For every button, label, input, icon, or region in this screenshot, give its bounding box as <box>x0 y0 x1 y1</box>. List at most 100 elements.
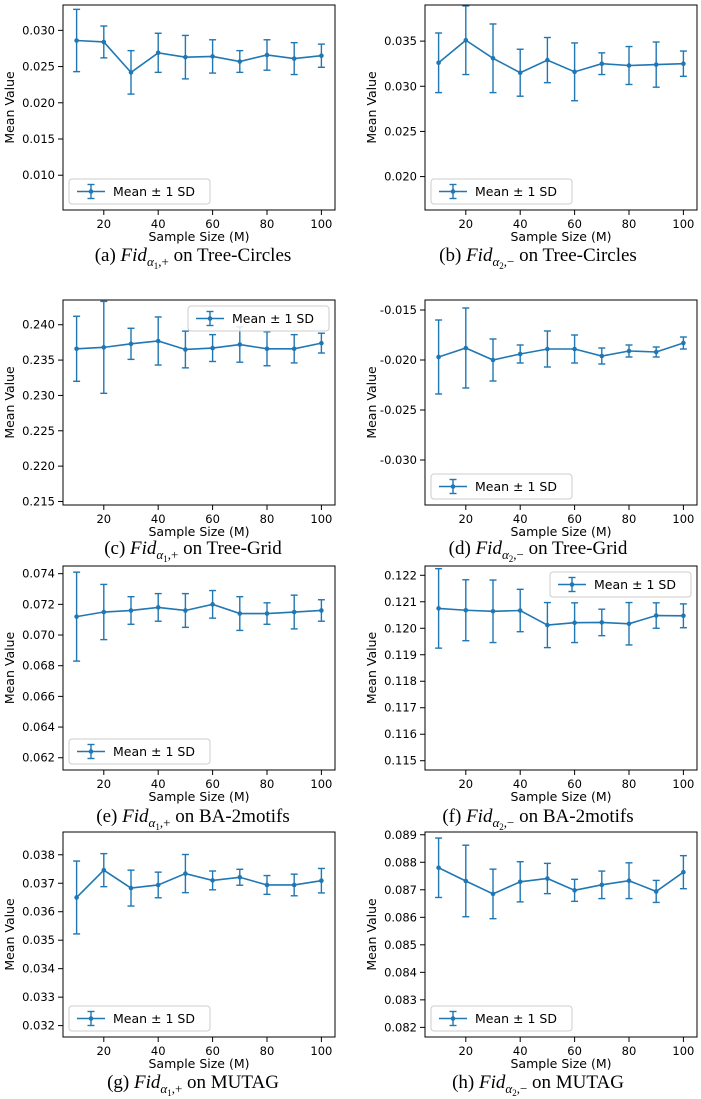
mean-line <box>76 603 322 618</box>
legend-box <box>68 1005 211 1032</box>
caption-fid: Fid <box>465 245 493 266</box>
mean-marker <box>545 876 550 881</box>
caption-subscript-index: 2 <box>512 1088 517 1098</box>
mean-marker <box>599 882 605 888</box>
caption-tag: (d) <box>449 538 476 559</box>
mean-marker <box>101 39 107 45</box>
mean-marker <box>572 69 577 75</box>
y-axis-label: Mean Value <box>364 71 379 144</box>
mean-marker <box>183 347 188 352</box>
y-tick-label: 0.082 <box>384 1020 417 1034</box>
mean-marker <box>74 895 79 900</box>
mean-marker <box>264 346 270 352</box>
caption-subscript-alpha: α <box>502 547 510 562</box>
mean-marker <box>517 70 523 76</box>
x-tick-label: 100 <box>310 777 332 791</box>
caption-fid: Fid <box>129 538 157 559</box>
caption-subscript-sign: ,+ <box>158 254 169 269</box>
y-tick-label: 0.088 <box>384 855 417 869</box>
mean-marker <box>210 878 215 883</box>
mean-marker <box>653 889 659 894</box>
legend-swatch-marker <box>88 749 94 754</box>
mean-marker <box>463 37 469 43</box>
x-tick-label: 40 <box>151 512 166 526</box>
y-tick-label: 0.030 <box>22 23 55 37</box>
caption-fid: Fid <box>478 1072 506 1093</box>
caption-subscript-index: 1 <box>155 822 160 832</box>
chart-panel: -0.030 -0.025 -0.020 -0.015 20 40 60 80 100 Sampl… <box>364 299 698 564</box>
y-tick-label: 0.032 <box>22 1019 55 1033</box>
caption-subscript-index: 2 <box>499 822 504 832</box>
mean-marker <box>74 38 79 43</box>
y-tick-label: 0.036 <box>22 905 55 919</box>
y-tick-label: 0.120 <box>384 621 417 635</box>
caption-tag: (e) <box>96 806 122 827</box>
mean-marker <box>210 602 215 607</box>
mean-marker <box>237 611 243 616</box>
mean-marker <box>626 63 632 68</box>
mean-marker <box>572 888 577 893</box>
x-tick-label: 80 <box>260 1044 275 1058</box>
x-tick-label: 100 <box>672 1044 694 1058</box>
caption-dataset: on Tree-Circles <box>169 245 291 266</box>
mean-marker <box>681 613 686 619</box>
mean-marker <box>463 607 469 613</box>
legend: Mean ± 1 SD <box>430 473 573 500</box>
x-tick-label: 100 <box>672 512 694 526</box>
caption-fid: Fid <box>121 806 149 827</box>
legend-label: Mean ± 1 SD <box>113 744 195 759</box>
legend-swatch-marker <box>450 484 456 489</box>
y-tick-label: 0.033 <box>22 990 55 1004</box>
caption-subscript-alpha: α <box>492 254 500 269</box>
caption-subscript-index: 2 <box>499 261 504 271</box>
x-tick-label: 80 <box>622 1044 637 1058</box>
legend-box <box>187 305 330 332</box>
panel-caption: (b) Fidα2,− on Tree-Circles <box>439 245 637 271</box>
x-tick-label: 60 <box>205 777 220 791</box>
mean-marker <box>436 60 441 66</box>
y-tick-label: 0.030 <box>384 79 417 93</box>
y-tick-label: 0.020 <box>384 170 417 184</box>
legend: Mean ± 1 SD <box>187 305 330 332</box>
mean-marker <box>599 620 605 625</box>
caption-subscript-index: 2 <box>509 554 514 564</box>
y-tick-label: -0.015 <box>380 303 417 317</box>
mean-marker <box>210 54 215 59</box>
mean-marker <box>681 869 686 875</box>
legend: Mean ± 1 SD <box>68 178 211 205</box>
y-tick-label: -0.030 <box>380 453 417 467</box>
x-tick-label: 20 <box>458 777 473 791</box>
y-tick-label: 0.070 <box>22 628 55 642</box>
x-tick-label: 40 <box>513 217 528 231</box>
x-tick-label: 80 <box>260 512 275 526</box>
mean-marker <box>237 874 243 880</box>
caption-subscript-sign: ,− <box>504 254 515 269</box>
panel-caption: (e) Fidα1,+ on BA-2motifs <box>96 806 289 832</box>
x-axis-label: Sample Size (M) <box>148 1056 249 1071</box>
caption-subscript-sign: ,− <box>517 1081 528 1096</box>
mean-marker <box>183 608 188 613</box>
y-axis-label: Mean Value <box>364 632 379 705</box>
plot-frame <box>62 4 336 211</box>
legend-box <box>68 738 211 765</box>
mean-marker <box>128 70 134 75</box>
legend-label: Mean ± 1 SD <box>475 1011 557 1026</box>
legend-swatch-marker <box>88 1016 94 1021</box>
y-axis-label: Mean Value <box>2 632 17 705</box>
y-axis-label: Mean Value <box>2 71 17 144</box>
x-tick-label: 20 <box>458 1044 473 1058</box>
y-tick-label: 0.072 <box>22 597 55 611</box>
x-tick-label: 20 <box>96 777 111 791</box>
y-tick-label: 0.122 <box>384 568 417 582</box>
caption-dataset: on Tree-Grid <box>524 538 628 559</box>
chart-panel: 0.032 0.033 0.034 0.035 0.036 0.037 0.038 20 40 6… <box>2 831 336 1098</box>
mean-marker <box>490 357 496 363</box>
legend: Mean ± 1 SD <box>430 178 573 205</box>
caption-subscript-index: 1 <box>154 261 159 271</box>
mean-marker <box>264 52 270 58</box>
mean-marker <box>319 878 324 883</box>
y-tick-label: 0.062 <box>22 751 55 765</box>
x-axis-label: Sample Size (M) <box>148 229 249 244</box>
y-tick-label: 0.235 <box>22 353 55 367</box>
legend-swatch-marker <box>450 1016 456 1021</box>
